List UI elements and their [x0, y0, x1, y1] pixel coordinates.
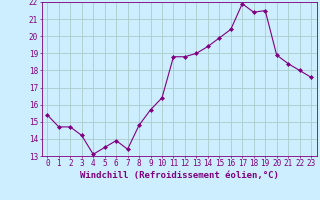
- X-axis label: Windchill (Refroidissement éolien,°C): Windchill (Refroidissement éolien,°C): [80, 171, 279, 180]
